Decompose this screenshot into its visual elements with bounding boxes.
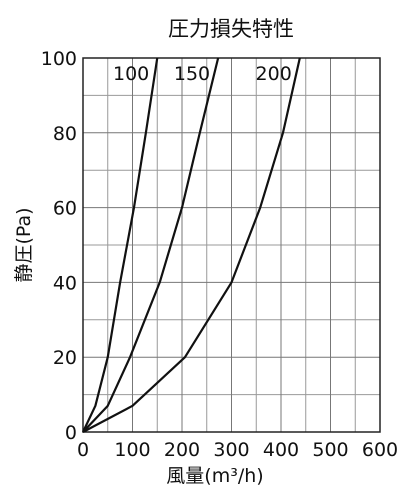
plot-frame (82, 57, 381, 433)
y-tick-label: 100 (41, 48, 77, 70)
y-tick-label: 20 (53, 347, 77, 369)
y-tick-label: 60 (53, 198, 77, 220)
y-tick-label: 0 (65, 422, 77, 444)
x-tick-label: 100 (114, 439, 150, 461)
line-series (82, 57, 159, 433)
line-series (82, 57, 220, 433)
line-series (82, 57, 301, 433)
x-tick-label: 500 (312, 439, 348, 461)
x-tick-label: 200 (164, 439, 200, 461)
x-tick-label: 400 (263, 439, 299, 461)
series-label: 200 (256, 63, 292, 85)
series-label: 150 (174, 63, 210, 85)
x-tick-label: 600 (362, 439, 398, 461)
x-tick-label: 0 (77, 439, 89, 461)
x-tick-label: 300 (213, 439, 249, 461)
series-label: 100 (113, 63, 149, 85)
x-axis-label: 風量(m³/h) (166, 465, 263, 487)
chart-title: 圧力損失特性 (168, 17, 294, 41)
y-tick-label: 80 (53, 123, 77, 145)
y-axis-label: 静圧(Pa) (13, 207, 35, 282)
y-tick-label: 40 (53, 272, 77, 294)
